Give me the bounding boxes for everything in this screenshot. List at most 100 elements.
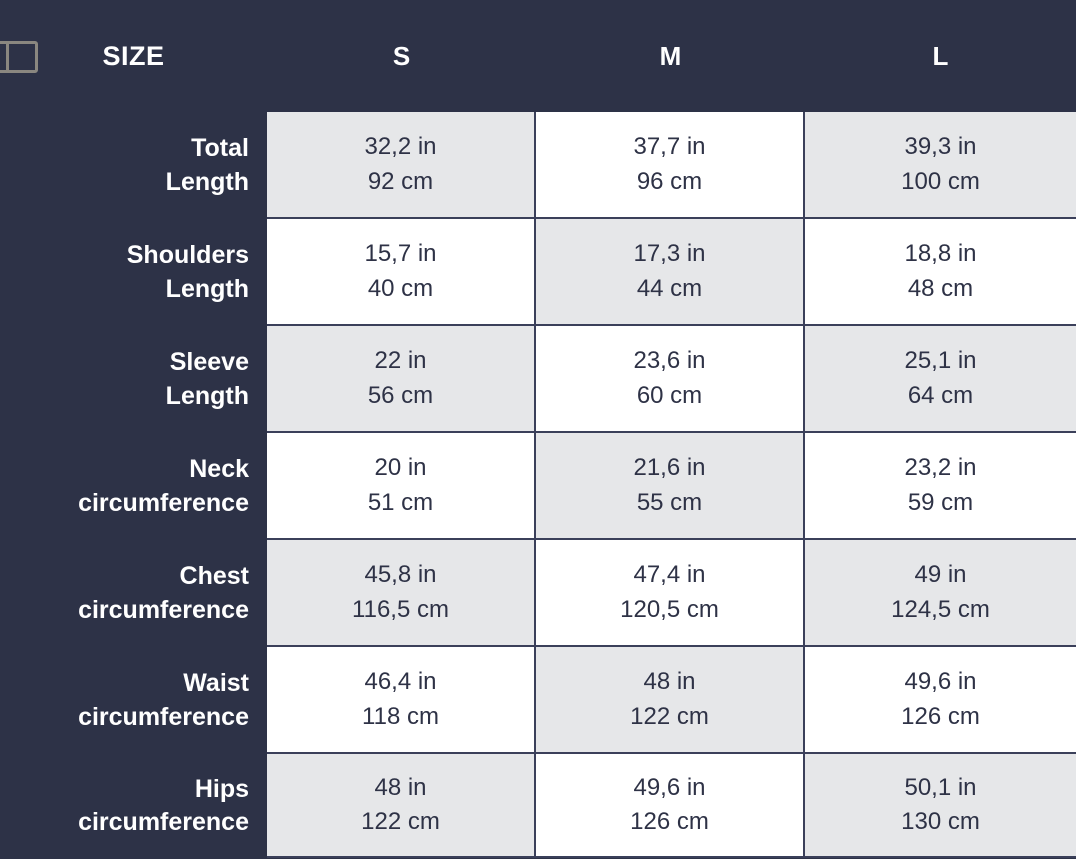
cell-value-cm: 64 cm <box>907 381 974 409</box>
cell-value-cm: 116,5 cm <box>352 595 449 623</box>
cell-value-cm: 60 cm <box>636 381 703 409</box>
cell-value-in: 46,4 in <box>364 668 437 696</box>
cell-value-cm: 48 cm <box>907 274 974 302</box>
cell-value-cm: 44 cm <box>636 274 703 302</box>
cell-value-cm: 120,5 cm <box>620 595 719 623</box>
row-label-line1: Neck <box>189 455 249 483</box>
cell-value-cm: 126 cm <box>630 808 709 835</box>
cell-neck-circumference-l: 23,2 in 59 cm <box>805 433 1076 540</box>
cell-hips-circumference-s: 48 in 122 cm <box>267 754 536 858</box>
row-label-line1: Chest <box>179 562 249 590</box>
cell-hips-circumference-l: 50,1 in 130 cm <box>805 754 1076 858</box>
row-label-shoulders-length: Shoulders Length <box>0 219 267 326</box>
cell-value-in: 48 in <box>643 668 696 696</box>
cell-sleeve-length-s: 22 in 56 cm <box>267 326 536 433</box>
cell-total-length-s: 32,2 in 92 cm <box>267 112 536 219</box>
cell-value-in: 23,2 in <box>904 454 977 482</box>
row-label-line2: Length <box>165 167 249 196</box>
page-title: SIZE <box>102 40 165 71</box>
cell-value-cm: 126 cm <box>901 702 980 730</box>
cell-value-in: 15,7 in <box>364 240 437 268</box>
cell-value-cm: 122 cm <box>630 702 709 730</box>
column-header-l: L <box>932 40 949 71</box>
cell-sleeve-length-l: 25,1 in 64 cm <box>805 326 1076 433</box>
cell-value-in: 39,3 in <box>904 133 977 161</box>
cell-value-in: 25,1 in <box>904 347 977 375</box>
table-row: Waist circumference 46,4 in 118 cm 48 in… <box>0 647 1076 754</box>
cell-value-cm: 51 cm <box>367 488 434 516</box>
cell-value-in: 20 in <box>374 454 427 482</box>
cell-shoulders-length-m: 17,3 in 44 cm <box>536 219 805 326</box>
row-label-line2: Length <box>165 381 249 410</box>
table-row: Chest circumference 45,8 in 116,5 cm 47,… <box>0 540 1076 647</box>
cell-shoulders-length-s: 15,7 in 40 cm <box>267 219 536 326</box>
cell-value-in: 49,6 in <box>904 668 977 696</box>
cell-chest-circumference-l: 49 in 124,5 cm <box>805 540 1076 647</box>
column-header-s: S <box>392 40 411 71</box>
row-label-line2: circumference <box>78 808 249 836</box>
cell-value-in: 50,1 in <box>904 773 977 801</box>
cell-value-cm: 40 cm <box>367 274 434 302</box>
table-body: Total Length 32,2 in 92 cm 37,7 in 96 cm… <box>0 112 1076 858</box>
cell-value-in: 49 in <box>914 561 967 589</box>
cell-hips-circumference-m: 49,6 in 126 cm <box>536 754 805 858</box>
row-label-sleeve-length: Sleeve Length <box>0 326 267 433</box>
row-label-neck-circumference: Neck circumference <box>0 433 267 540</box>
header-corner-cell: SIZE <box>0 0 267 112</box>
cell-waist-circumference-l: 49,6 in 126 cm <box>805 647 1076 754</box>
cell-value-in: 47,4 in <box>633 561 706 589</box>
row-label-line1: Sleeve <box>169 348 249 376</box>
row-label-line1: Shoulders <box>126 241 249 269</box>
row-label-line2: circumference <box>78 488 249 517</box>
cell-value-cm: 100 cm <box>901 167 980 195</box>
cell-value-cm: 122 cm <box>361 808 440 835</box>
cell-value-cm: 124,5 cm <box>891 595 990 623</box>
table-row: Hips circumference 48 in 122 cm 49,6 in … <box>0 754 1076 858</box>
cell-sleeve-length-m: 23,6 in 60 cm <box>536 326 805 433</box>
cell-value-in: 21,6 in <box>633 454 706 482</box>
table-row: Neck circumference 20 in 51 cm 21,6 in 5… <box>0 433 1076 540</box>
row-label-line2: circumference <box>78 702 249 731</box>
cell-value-cm: 56 cm <box>367 381 434 409</box>
cell-value-cm: 96 cm <box>636 167 703 195</box>
row-label-line2: circumference <box>78 595 249 624</box>
cell-value-in: 18,8 in <box>904 240 977 268</box>
cell-total-length-m: 37,7 in 96 cm <box>536 112 805 219</box>
cell-neck-circumference-s: 20 in 51 cm <box>267 433 536 540</box>
column-header-m: M <box>659 40 682 71</box>
row-label-line1: Total <box>191 134 249 162</box>
cell-value-cm: 118 cm <box>362 702 439 730</box>
row-label-line1: Hips <box>194 774 249 803</box>
cell-value-in: 37,7 in <box>633 133 706 161</box>
cell-value-in: 22 in <box>374 347 427 375</box>
row-label-total-length: Total Length <box>0 112 267 219</box>
row-label-hips-circumference: Hips circumference <box>0 754 267 858</box>
cell-shoulders-length-l: 18,8 in 48 cm <box>805 219 1076 326</box>
cell-total-length-l: 39,3 in 100 cm <box>805 112 1076 219</box>
cell-chest-circumference-m: 47,4 in 120,5 cm <box>536 540 805 647</box>
table-layout-icon <box>0 41 38 73</box>
row-label-chest-circumference: Chest circumference <box>0 540 267 647</box>
cell-value-cm: 92 cm <box>367 167 434 195</box>
cell-value-in: 32,2 in <box>364 133 437 161</box>
cell-value-in: 48 in <box>374 773 427 801</box>
row-label-waist-circumference: Waist circumference <box>0 647 267 754</box>
table-row: Sleeve Length 22 in 56 cm 23,6 in 60 cm … <box>0 326 1076 433</box>
cell-value-in: 17,3 in <box>633 240 706 268</box>
cell-value-cm: 59 cm <box>907 488 974 516</box>
cell-value-cm: 130 cm <box>901 808 980 835</box>
cell-value-in: 23,6 in <box>633 347 706 375</box>
row-label-line2: Length <box>165 274 249 303</box>
table-row: Total Length 32,2 in 92 cm 37,7 in 96 cm… <box>0 112 1076 219</box>
cell-waist-circumference-s: 46,4 in 118 cm <box>267 647 536 754</box>
cell-waist-circumference-m: 48 in 122 cm <box>536 647 805 754</box>
table-header-row: SIZE S M L <box>0 0 1076 112</box>
cell-value-cm: 55 cm <box>636 488 703 516</box>
cell-value-in: 45,8 in <box>364 561 437 589</box>
cell-value-in: 49,6 in <box>633 773 706 801</box>
cell-neck-circumference-m: 21,6 in 55 cm <box>536 433 805 540</box>
row-label-line1: Waist <box>183 669 249 697</box>
cell-chest-circumference-s: 45,8 in 116,5 cm <box>267 540 536 647</box>
table-row: Shoulders Length 15,7 in 40 cm 17,3 in 4… <box>0 219 1076 326</box>
